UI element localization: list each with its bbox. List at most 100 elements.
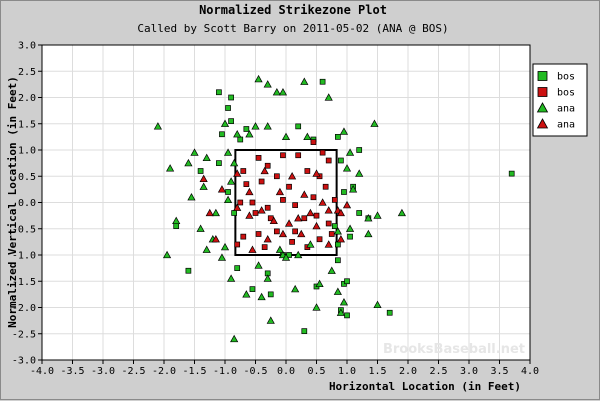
- ana-ball-triangle-point: [333, 287, 342, 295]
- ana-ball-triangle-point: [254, 261, 263, 269]
- x-tick-label: 0.0: [277, 366, 295, 377]
- bos-ball-square-point: [356, 147, 363, 153]
- bos-ball-square-point: [301, 328, 308, 334]
- ana-ball-triangle-point: [349, 185, 358, 193]
- bos-strike-square-point: [331, 197, 338, 203]
- legend-ana-ball-triangle-icon: [536, 102, 549, 113]
- bos-ball-square-point: [335, 257, 341, 264]
- bos-strike-square-point: [322, 183, 329, 190]
- ana-ball-triangle-point: [263, 80, 272, 88]
- ana-ball-triangle-point: [257, 292, 266, 301]
- ana-strike-triangle-point: [284, 219, 294, 227]
- legend-items: bos bos ana ana: [536, 71, 575, 131]
- ana-strike-triangle-point: [205, 208, 214, 217]
- bos-strike-square-point: [252, 210, 259, 216]
- x-tick-label: -1.5: [182, 366, 206, 377]
- ana-ball-triangle-point: [223, 148, 233, 156]
- ana-ball-triangle-point: [162, 250, 172, 259]
- ana-ball-triangle-point: [364, 229, 373, 238]
- bos-ball-square-point: [197, 168, 204, 174]
- ana-strike-triangle-point: [217, 185, 227, 193]
- bos-ball-square-point: [356, 210, 363, 216]
- ana-strike-triangle-point: [342, 200, 352, 209]
- legend-label-ana-strike: ana: [557, 120, 575, 131]
- ana-ball-triangle-point: [190, 148, 199, 156]
- bos-ball-square-point: [508, 170, 515, 177]
- ana-ball-triangle-point: [275, 245, 284, 253]
- bos-strike-square-point: [310, 194, 317, 201]
- bos-strike-square-point: [274, 228, 280, 235]
- ana-strike-triangle-point: [248, 245, 257, 253]
- ana-ball-triangle-point: [227, 177, 236, 185]
- ana-ball-triangle-point: [217, 253, 227, 261]
- ana-ball-triangle-point: [355, 169, 364, 177]
- ana-strike-triangle-point: [257, 206, 266, 214]
- x-tick-label: 3.0: [460, 366, 478, 377]
- ana-strike-triangle-point: [324, 206, 333, 214]
- y-tick-label: -2.5: [12, 329, 36, 340]
- ana-ball-triangle-point: [153, 122, 162, 130]
- bos-strike-square-point: [264, 204, 271, 211]
- bos-strike-square-point: [319, 149, 326, 156]
- bos-ball-square-point: [319, 78, 326, 85]
- y-tick-label: 0.0: [18, 198, 36, 209]
- bos-ball-square-point: [185, 267, 192, 274]
- y-tick-label: -2.0: [12, 303, 36, 314]
- bos-strike-square-point: [304, 168, 311, 174]
- legend-label-bos-ball: bos: [557, 72, 575, 83]
- bos-strike-square-point: [316, 236, 323, 243]
- y-axis-label: Normalized Vertical Location (in Feet): [6, 76, 19, 328]
- ana-ball-triangle-point: [242, 290, 251, 298]
- bos-ball-square-point: [341, 189, 347, 195]
- ana-ball-triangle-point: [342, 164, 352, 172]
- ana-ball-triangle-point: [199, 182, 208, 190]
- bos-ball-square-point: [231, 210, 237, 216]
- legend-label-ana-ball: ana: [557, 104, 575, 115]
- chart-title: Normalized Strikezone Plot: [199, 3, 387, 17]
- x-tick-label: -3.5: [60, 366, 84, 377]
- ana-ball-triangle-point: [251, 122, 260, 130]
- bos-strike-square-point: [325, 220, 332, 227]
- bos-ball-square-point: [335, 134, 341, 140]
- ana-strike-triangle-point: [318, 198, 327, 206]
- ana-strike-triangle-point: [288, 172, 297, 180]
- ana-ball-triangle-point: [336, 308, 345, 316]
- ana-ball-triangle-point: [327, 266, 336, 274]
- ana-strike-triangle-point: [263, 235, 272, 243]
- ana-strike-triangle-point: [233, 203, 242, 211]
- bos-strike-square-point: [280, 197, 286, 203]
- x-tick-label: -2.0: [152, 366, 176, 377]
- x-axis-label: Horizontal Location (in Feet): [329, 380, 521, 393]
- bos-strike-square-point: [301, 215, 308, 222]
- bos-ball-square-point: [234, 265, 241, 271]
- bos-strike-square-point: [313, 212, 320, 219]
- bos-strike-square-point: [258, 178, 265, 185]
- bos-ball-square-point: [228, 94, 234, 101]
- bos-strike-square-point: [325, 157, 332, 164]
- ana-strike-triangle-point: [211, 235, 220, 243]
- y-tick-label: 0.5: [18, 172, 36, 183]
- ana-ball-triangle-point: [272, 88, 281, 96]
- ana-ball-triangle-point: [230, 158, 239, 167]
- bos-ball-square-point: [331, 223, 338, 229]
- ana-ball-triangle-point: [202, 153, 211, 162]
- x-tick-label: 0.5: [307, 366, 325, 377]
- bos-ball-square-point: [225, 105, 231, 111]
- x-tick-label: -0.5: [243, 366, 267, 377]
- y-tick-label: 2.5: [18, 67, 36, 78]
- bos-strike-square-point: [289, 239, 295, 245]
- ana-ball-triangle-point: [245, 130, 254, 138]
- pitch-points: [153, 74, 515, 343]
- bos-ball-square-point: [386, 309, 393, 316]
- bos-ball-square-point: [225, 189, 231, 195]
- ana-ball-triangle-point: [233, 130, 242, 138]
- ana-strike-triangle-point: [294, 214, 303, 222]
- ana-strike-triangle-point: [233, 169, 242, 177]
- y-axis-ticks: 3.0 2.5 2.0 1.5 1.0 0.5 0.0 -0.5 -1.0 -1.5 -2.0 -2.…: [12, 41, 42, 367]
- ana-ball-triangle-point: [187, 193, 196, 201]
- y-tick-label: -1.5: [12, 277, 36, 288]
- bos-ball-square-point: [243, 126, 250, 132]
- ana-ball-triangle-point: [315, 279, 324, 288]
- ana-ball-triangle-point: [373, 211, 382, 219]
